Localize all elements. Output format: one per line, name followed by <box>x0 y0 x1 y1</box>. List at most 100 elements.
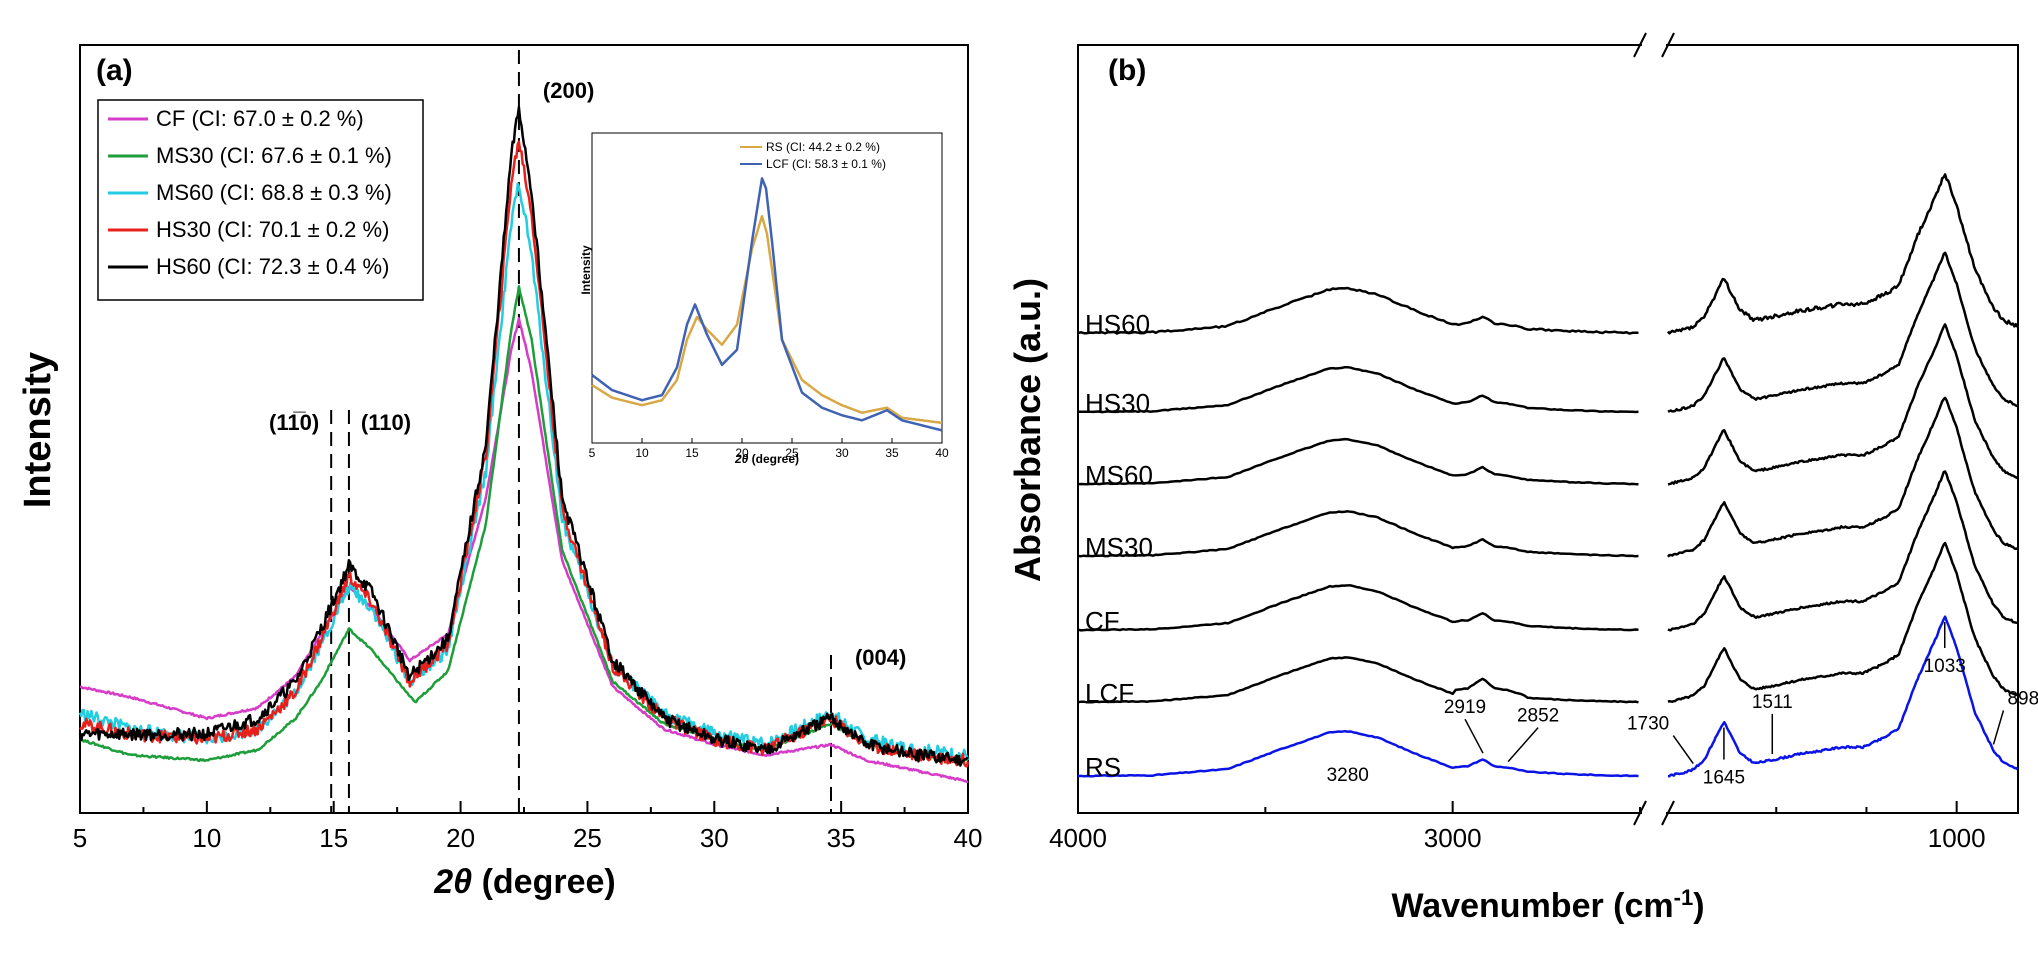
annotation-label-3280: 3280 <box>1327 765 1369 786</box>
inset-series-line-rs <box>591 214 943 425</box>
axis-break-mark <box>1633 32 1647 58</box>
inset-x-axis-unit: (degree) <box>748 452 799 466</box>
panel-a-x-tick-label: 25 <box>573 823 602 853</box>
panel-a-x-tick-label: 35 <box>827 823 856 853</box>
panel-b-label: (b) <box>1108 54 1146 87</box>
inset-frame <box>591 132 943 444</box>
inset-y-axis-title: Intensity <box>579 245 593 295</box>
annotation-arrow-2919 <box>1464 718 1484 754</box>
panel-b-x-axis-sup: -1 <box>1674 885 1694 910</box>
panel-a-x-ticks: 5 10 15 20 25 30 35 40 <box>73 801 983 853</box>
panel-a-x-tick-label: 20 <box>446 823 475 853</box>
axis-break-mark <box>1661 32 1675 58</box>
panel-b-x-axis-title: Wavenumber (cm-1) <box>1391 885 1704 926</box>
annotation-label-1511: 1511 <box>1752 692 1793 713</box>
panel-a-inset: 5 10 15 20 25 30 35 40 RS (CI: 44.2 ± 0.2 %) LCF… <box>579 132 949 466</box>
series-label-hs30: HS30 <box>1085 388 1150 418</box>
inset-x-axis-var: 2θ <box>734 452 749 466</box>
inset-x-tick-label: 20 <box>735 446 749 460</box>
inset-legend-label-lcf: LCF (CI: 58.3 ± 0.1 %) <box>766 157 886 171</box>
inset-series-lines <box>591 177 943 432</box>
panel-b-series-labels: RS LCF CF MS30 MS60 HS30 HS60 <box>1085 309 1153 782</box>
panel-b-annotations: 3280 2919 2852 1730 1645 1511 1033 898 <box>1327 622 2038 789</box>
panel-b-plot-frame <box>1077 44 2019 814</box>
inset-x-tick-label: 15 <box>685 446 699 460</box>
panel-a-x-tick-label: 5 <box>73 823 87 853</box>
panel-a-x-axis-var: 2θ <box>433 863 472 901</box>
panel-a-x-tick-label: 15 <box>319 823 348 853</box>
inset-legend: RS (CI: 44.2 ± 0.2 %) LCF (CI: 58.3 ± 0.1… <box>740 140 886 171</box>
legend-label-ms60: MS60 (CI: 68.8 ± 0.3 %) <box>156 180 392 205</box>
annotation-label-1033: 1033 <box>1924 656 1966 677</box>
legend-label-hs30: HS30 (CI: 70.1 ± 0.2 %) <box>156 217 389 242</box>
series-line-cf <box>79 317 969 784</box>
panel-a-x-tick-label: 40 <box>954 823 983 853</box>
series-line-cf-high <box>1077 584 1639 632</box>
series-line-rs-high <box>1077 729 1639 778</box>
series-line-rs-low <box>1667 615 2019 778</box>
annotation-arrow-2852 <box>1507 727 1539 763</box>
panel-b-x-tick-label: 3000 <box>1424 823 1482 853</box>
series-line-ms30-high <box>1077 510 1639 558</box>
panel-a-y-axis-title: Intensity <box>17 352 59 508</box>
peak-label-3: (200) <box>543 78 594 103</box>
series-label-cf: CF <box>1085 606 1120 636</box>
series-label-ms60: MS60 <box>1085 460 1153 490</box>
series-line-hs60 <box>78 105 969 767</box>
panel-a-x-axis-title: 2θ (degree) <box>433 863 615 901</box>
annotation-label-1645: 1645 <box>1703 768 1745 789</box>
panel-a-legend-items: CF (CI: 67.0 ± 0.2 %) MS30 (CI: 67.6 ± 0.… <box>108 106 392 279</box>
panel-a-x-tick-label: 30 <box>700 823 729 853</box>
panel-a-x-axis-unit: (degree) <box>472 863 616 901</box>
series-label-rs: RS <box>1085 752 1121 782</box>
inset-legend-label-rs: RS (CI: 44.2 ± 0.2 %) <box>766 140 880 154</box>
inset-x-tick-label: 35 <box>885 446 899 460</box>
series-line-cf-low <box>1667 470 2018 632</box>
annotation-label-898: 898 <box>2007 688 2038 709</box>
series-line-hs60-high <box>1077 286 1639 335</box>
panel-b-series-lines <box>1077 173 2019 778</box>
series-label-ms30: MS30 <box>1085 532 1153 562</box>
inset-x-tick-label: 30 <box>835 446 849 460</box>
axis-break-mark <box>1661 800 1675 826</box>
panel-b-x-axis-main: Wavenumber (cm <box>1391 887 1673 925</box>
axis-break-gap-bottom <box>1642 809 1666 817</box>
panel-a-legend-box <box>97 99 424 301</box>
series-line-hs30-low <box>1667 251 2018 413</box>
annotation-label-2919: 2919 <box>1444 697 1486 718</box>
series-label-hs60: HS60 <box>1085 309 1150 339</box>
panel-b-axis-break <box>1633 32 1675 826</box>
panel-a-peak-labels: (11̅0) (110) (200) (004) <box>269 78 906 670</box>
panel-a-legend: CF (CI: 67.0 ± 0.2 %) MS30 (CI: 67.6 ± 0.… <box>97 99 424 301</box>
axis-break-gap-top <box>1642 41 1666 49</box>
inset-x-tick-label: 10 <box>635 446 649 460</box>
panel-b-x-tick-label: 4000 <box>1049 823 1107 853</box>
series-line-ms30-low <box>1667 396 2018 558</box>
inset-x-tick-label: 25 <box>785 446 799 460</box>
inset-series-line-lcf <box>591 177 943 432</box>
panel-a-series-lines <box>78 105 970 784</box>
peak-label-2: (110) <box>361 410 411 435</box>
series-line-ms60-high <box>1077 437 1639 486</box>
peak-label-1: (11̅0) <box>269 410 319 435</box>
series-label-lcf: LCF <box>1085 678 1134 708</box>
legend-label-hs60: HS60 (CI: 72.3 ± 0.4 %) <box>156 254 389 279</box>
annotation-arrow-898 <box>1992 710 2005 745</box>
series-line-ms60-low <box>1667 323 2018 486</box>
series-line-lcf-low <box>1667 541 2018 703</box>
panel-b-ftir: 4000 3000 1000 RS LCF CF MS30 MS60 HS30 HS60 328… <box>1007 32 2038 926</box>
series-line-hs60-low <box>1667 173 2019 335</box>
inset-x-tick-label: 40 <box>935 446 949 460</box>
annotation-label-1730: 1730 <box>1627 714 1669 735</box>
panel-b-y-axis-title: Absorbance (a.u.) <box>1007 278 1048 582</box>
legend-label-ms30: MS30 (CI: 67.6 ± 0.1 %) <box>156 143 392 168</box>
panel-a-xrd: 5 10 15 20 25 30 35 40 (11̅0) (110) (200) (004) (a… <box>17 44 983 901</box>
inset-x-tick-label: 5 <box>589 446 596 460</box>
panel-b-x-axis-end: ) <box>1693 887 1704 925</box>
panel-b-x-ticks: 4000 3000 1000 <box>1049 801 1986 853</box>
panel-a-label: (a) <box>96 54 133 87</box>
series-line-hs30-high <box>1077 365 1639 414</box>
annotation-label-2852: 2852 <box>1517 706 1559 727</box>
peak-label-4: (004) <box>855 645 906 670</box>
